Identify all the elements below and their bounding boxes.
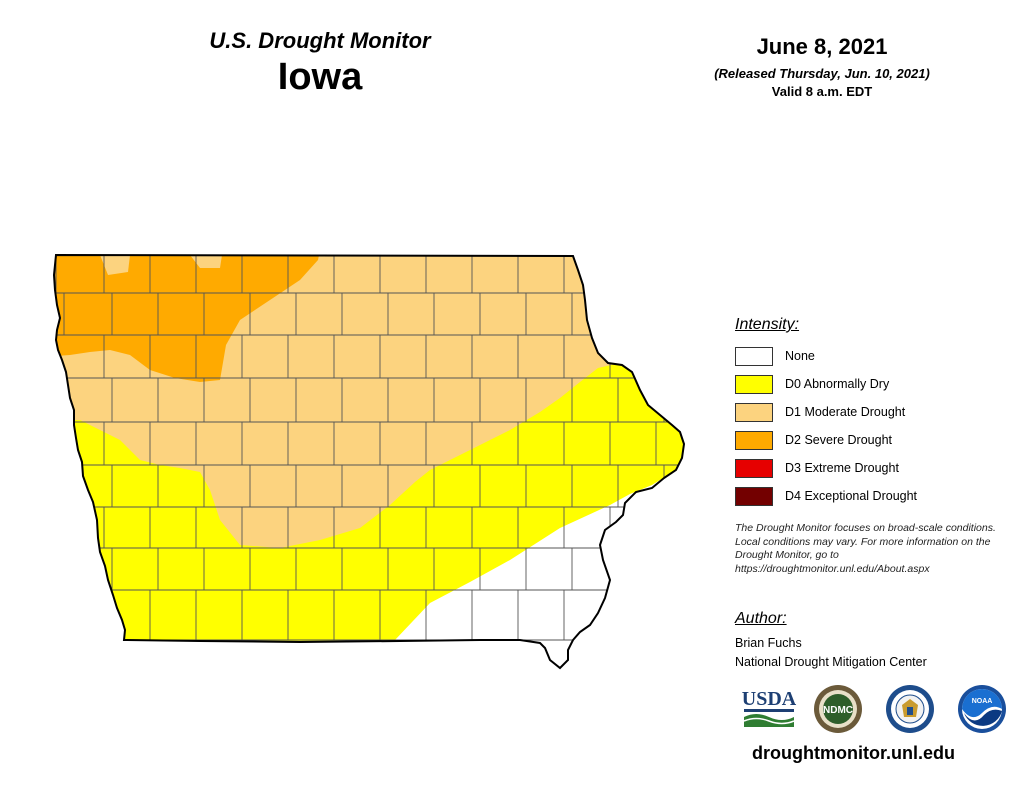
usda-logo-text: USDA bbox=[742, 688, 797, 710]
ndmc-logo-icon: NDMC bbox=[814, 685, 862, 733]
legend-swatch bbox=[735, 486, 773, 506]
legend-item-d4: D4 Exceptional Drought bbox=[735, 482, 995, 510]
iowa-drought-map bbox=[53, 254, 685, 669]
author-organization: National Drought Mitigation Center bbox=[735, 655, 927, 669]
noaa-logo-text: NOAA bbox=[972, 698, 993, 705]
legend-item-d0: D0 Abnormally Dry bbox=[735, 370, 995, 398]
state-title: Iowa bbox=[277, 56, 363, 98]
legend-label: D1 Moderate Drought bbox=[785, 405, 906, 419]
legend: Intensity: None D0 Abnormally Dry D1 Mod… bbox=[735, 316, 995, 510]
ndmc-logo-text: NDMC bbox=[823, 705, 853, 716]
series-title: U.S. Drought Monitor bbox=[209, 28, 431, 53]
d1-pocket bbox=[100, 255, 130, 275]
legend-swatch bbox=[735, 374, 773, 394]
site-url: droughtmonitor.unl.edu bbox=[752, 743, 955, 763]
legend-swatch bbox=[735, 402, 773, 422]
author-name: Brian Fuchs bbox=[735, 636, 802, 650]
legend-label: D0 Abnormally Dry bbox=[785, 377, 890, 391]
legend-label: None bbox=[785, 349, 815, 363]
legend-label: D2 Severe Drought bbox=[785, 433, 893, 447]
date-block: June 8, 2021 (Released Thursday, Jun. 10… bbox=[672, 34, 972, 99]
legend-item-d1: D1 Moderate Drought bbox=[735, 398, 995, 426]
valid-note: Valid 8 a.m. EDT bbox=[771, 84, 873, 99]
partner-logos: USDA NDMC NOAA bbox=[740, 683, 1010, 739]
legend-heading: Intensity: bbox=[735, 316, 800, 333]
release-note: (Released Thursday, Jun. 10, 2021) bbox=[714, 66, 930, 81]
legend-item-none: None bbox=[735, 342, 995, 370]
legend-item-d2: D2 Severe Drought bbox=[735, 426, 995, 454]
legend-label: D4 Exceptional Drought bbox=[785, 489, 918, 503]
legend-item-d3: D3 Extreme Drought bbox=[735, 454, 995, 482]
legend-label: D3 Extreme Drought bbox=[785, 461, 899, 475]
title-block: U.S. Drought Monitor Iowa bbox=[150, 28, 490, 99]
legend-swatch bbox=[735, 458, 773, 478]
d2-severe-drought-area bbox=[54, 255, 330, 382]
legend-swatch bbox=[735, 430, 773, 450]
legend-swatch bbox=[735, 346, 773, 366]
commerce-seal-icon bbox=[886, 685, 934, 733]
map-date: June 8, 2021 bbox=[756, 34, 888, 59]
author-block: Author: Brian Fuchs National Drought Mit… bbox=[735, 610, 1015, 672]
usda-logo-icon: USDA bbox=[742, 688, 797, 727]
d1-pocket bbox=[190, 255, 222, 268]
noaa-logo-icon: NOAA bbox=[958, 685, 1006, 733]
drought-areas bbox=[54, 255, 684, 668]
disclaimer-text: The Drought Monitor focuses on broad-sca… bbox=[735, 522, 996, 575]
author-heading: Author: bbox=[735, 610, 787, 627]
